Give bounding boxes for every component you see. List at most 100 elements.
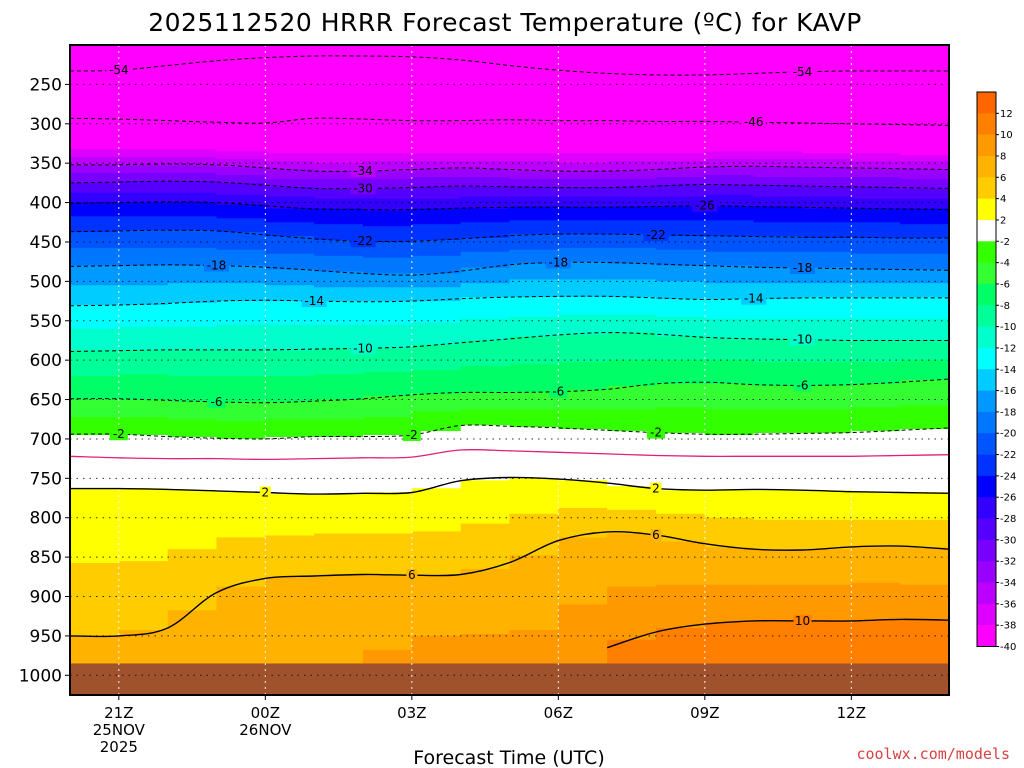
field-cell bbox=[704, 370, 755, 373]
field-cell bbox=[509, 486, 559, 489]
field-cell bbox=[656, 121, 706, 125]
field-cell bbox=[753, 480, 804, 483]
field-cell bbox=[265, 375, 315, 379]
field-cell bbox=[704, 301, 755, 304]
field-cell bbox=[753, 305, 804, 308]
field-cell bbox=[363, 234, 413, 237]
field-cell bbox=[314, 94, 364, 97]
field-cell bbox=[753, 437, 804, 440]
field-cell bbox=[70, 362, 120, 365]
field-cell bbox=[411, 519, 462, 523]
field-cell bbox=[704, 334, 755, 338]
field-cell bbox=[363, 147, 413, 150]
field-cell bbox=[607, 527, 657, 531]
field-cell bbox=[558, 249, 608, 253]
field-cell bbox=[118, 561, 169, 564]
field-cell bbox=[70, 200, 120, 204]
field-cell bbox=[363, 171, 413, 174]
field-cell bbox=[753, 214, 804, 217]
field-cell bbox=[558, 238, 608, 241]
field-cell bbox=[607, 502, 657, 505]
field-cell bbox=[411, 446, 462, 450]
field-cell bbox=[363, 165, 413, 168]
field-cell bbox=[411, 334, 462, 338]
field-cell bbox=[509, 275, 559, 279]
field-cell bbox=[704, 395, 755, 399]
field-cell bbox=[118, 265, 169, 269]
field-cell bbox=[265, 446, 315, 450]
field-cell bbox=[509, 45, 559, 48]
field-cell bbox=[265, 169, 315, 172]
field-cell bbox=[460, 54, 511, 58]
field-cell bbox=[314, 440, 364, 444]
field-cell bbox=[607, 133, 657, 137]
field-cell bbox=[704, 533, 755, 537]
field-cell bbox=[509, 539, 559, 542]
field-cell bbox=[558, 173, 608, 176]
field-cell bbox=[314, 147, 364, 150]
field-cell bbox=[607, 117, 657, 121]
field-cell bbox=[70, 54, 120, 58]
field-cell bbox=[118, 178, 169, 182]
field-cell bbox=[363, 216, 413, 219]
field-cell bbox=[70, 145, 120, 149]
field-cell bbox=[802, 110, 852, 113]
field-cell bbox=[460, 230, 511, 233]
field-cell bbox=[118, 464, 169, 468]
field-cell bbox=[167, 247, 218, 251]
field-cell bbox=[314, 606, 364, 609]
field-cell bbox=[411, 633, 462, 637]
field-cell bbox=[70, 529, 120, 533]
field-cell bbox=[216, 588, 266, 592]
field-cell bbox=[460, 281, 511, 284]
field-cell bbox=[70, 208, 120, 212]
field-cell bbox=[607, 474, 657, 477]
field-cell bbox=[656, 255, 706, 259]
field-cell bbox=[70, 240, 120, 243]
field-cell bbox=[704, 592, 755, 596]
field-cell bbox=[363, 539, 413, 542]
field-cell bbox=[363, 342, 413, 345]
field-cell bbox=[411, 149, 462, 152]
field-cell bbox=[704, 655, 755, 659]
field-cell bbox=[314, 446, 364, 450]
field-cell bbox=[411, 228, 462, 231]
field-cell bbox=[216, 624, 266, 627]
field-cell bbox=[704, 549, 755, 552]
field-cell bbox=[265, 141, 315, 145]
field-cell bbox=[656, 632, 706, 635]
field-cell bbox=[460, 462, 511, 466]
field-cell bbox=[167, 358, 218, 361]
field-cell bbox=[509, 236, 559, 239]
field-cell bbox=[70, 604, 120, 607]
field-cell bbox=[753, 253, 804, 257]
field-cell bbox=[509, 76, 559, 80]
field-cell bbox=[704, 283, 755, 286]
field-cell bbox=[411, 584, 462, 588]
field-cell bbox=[607, 366, 657, 369]
field-cell bbox=[704, 460, 755, 464]
field-cell bbox=[167, 653, 218, 657]
field-cell bbox=[314, 330, 364, 334]
field-cell bbox=[411, 596, 462, 600]
field-cell bbox=[70, 437, 120, 440]
field-cell bbox=[411, 259, 462, 263]
field-cell bbox=[118, 151, 169, 154]
field-cell bbox=[656, 435, 706, 438]
field-cell bbox=[216, 346, 266, 349]
field-cell bbox=[656, 433, 706, 436]
field-cell bbox=[314, 399, 364, 403]
field-cell bbox=[704, 167, 755, 170]
field-cell bbox=[118, 153, 169, 156]
field-cell bbox=[118, 104, 169, 107]
field-cell bbox=[411, 456, 462, 460]
field-cell bbox=[70, 234, 120, 237]
field-cell bbox=[509, 72, 559, 76]
field-cell bbox=[167, 628, 218, 631]
field-cell bbox=[118, 531, 169, 535]
field-cell bbox=[314, 344, 364, 347]
field-cell bbox=[607, 336, 657, 340]
field-cell bbox=[70, 502, 120, 505]
field-cell bbox=[656, 52, 706, 56]
field-cell bbox=[167, 368, 218, 371]
